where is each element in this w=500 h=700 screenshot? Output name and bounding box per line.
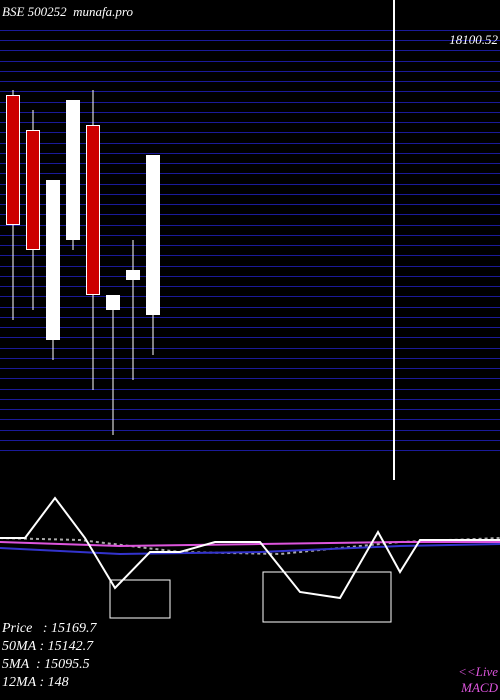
title-bar: BSE 500252 munafa.pro <box>2 4 133 20</box>
macd-label: <<Live MACD <box>458 664 498 696</box>
symbol-label: 500252 <box>28 4 67 19</box>
candle <box>146 30 160 450</box>
candle <box>46 30 60 450</box>
info-box: Price : 15169.7 50MA : 15142.7 5MA : 150… <box>2 620 97 692</box>
info-row-50ma: 50MA : 15142.7 <box>2 638 97 656</box>
candle <box>86 30 100 450</box>
price-axis-label: 18100.52 <box>449 32 498 48</box>
exchange-label: BSE <box>2 4 24 19</box>
info-row-5ma: 5MA : 15095.5 <box>2 656 97 674</box>
macd-panel[interactable] <box>0 480 500 635</box>
candle <box>6 30 20 450</box>
price-chart[interactable] <box>0 30 500 450</box>
cursor-line <box>393 0 395 560</box>
macd-text: MACD <box>461 680 498 695</box>
info-row-12ma: 12MA : 148 <box>2 674 97 692</box>
candle <box>26 30 40 450</box>
info-row-price: Price : 15169.7 <box>2 620 97 638</box>
candle <box>66 30 80 450</box>
macd-lines <box>0 480 500 635</box>
candle <box>126 30 140 450</box>
candle <box>106 30 120 450</box>
watermark-label: munafa.pro <box>73 4 133 19</box>
live-label: <<Live <box>458 664 498 679</box>
